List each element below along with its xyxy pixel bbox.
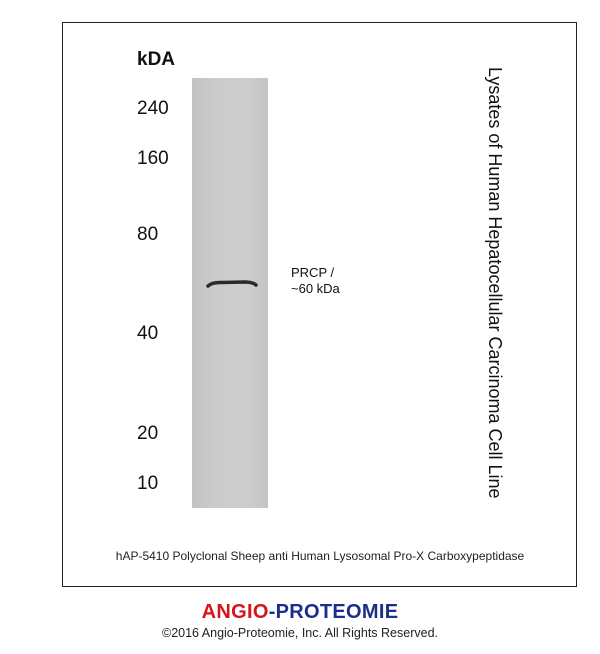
- blot-lane: [192, 78, 268, 508]
- marker-40: 40: [137, 323, 159, 344]
- antibody-caption: hAP-5410 Polyclonal Sheep anti Human Lys…: [115, 549, 525, 563]
- sample-label: Lysates of Human Hepatocellular Carcinom…: [485, 67, 505, 499]
- figure-frame: [62, 22, 577, 587]
- band-name: PRCP /: [291, 265, 335, 280]
- company-logo: ANGIO-PROTEOMIE: [0, 601, 600, 624]
- marker-20: 20: [137, 423, 159, 444]
- logo-part1: ANGIO: [201, 601, 269, 623]
- logo-sep: -: [268, 601, 276, 623]
- marker-240: 240: [137, 98, 169, 119]
- band-label: PRCP / ~60 kDa: [291, 265, 340, 297]
- marker-160: 160: [137, 148, 169, 169]
- band-size: ~60 kDa: [291, 281, 340, 296]
- marker-10: 10: [137, 473, 159, 494]
- logo-part2: PROTEOMIE: [275, 601, 399, 623]
- marker-80: 80: [137, 224, 159, 245]
- kda-unit-label: kDA: [137, 49, 176, 70]
- copyright: ©2016 Angio-Proteomie, Inc. All Rights R…: [161, 626, 439, 640]
- protein-band: [206, 280, 258, 288]
